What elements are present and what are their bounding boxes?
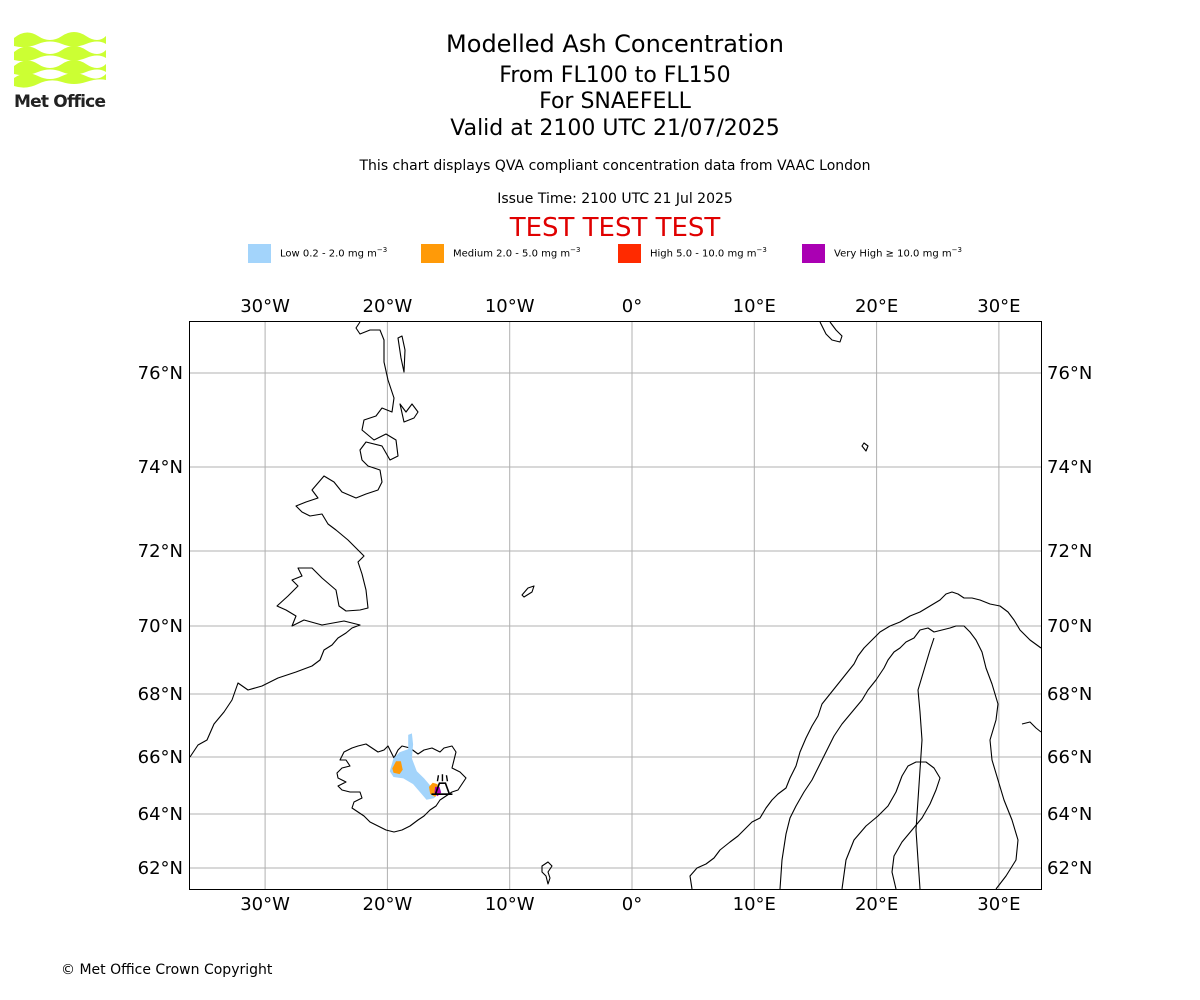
graticule (190, 322, 1041, 889)
scandinavia-border (779, 625, 1019, 890)
legend-label-very-high: Very High ≥ 10.0 mg m (834, 248, 952, 260)
legend-swatch-low (248, 244, 271, 263)
met-office-waves-icon (14, 32, 106, 88)
lat-tick-label: 70°N (138, 616, 183, 637)
legend-label-medium: Medium 2.0 - 5.0 mg m (453, 248, 571, 260)
valid-time: Valid at 2100 UTC 21/07/2025 (450, 116, 780, 141)
greenland-coast (189, 321, 399, 758)
lon-tick-label: 30°W (240, 296, 290, 317)
lon-tick-label: 0° (622, 894, 642, 915)
jan-mayen (521, 585, 535, 598)
lat-tick-label: 70°N (1047, 616, 1092, 637)
lat-tick-label: 62°N (1047, 858, 1092, 879)
greenland-inlet-1 (397, 335, 406, 373)
lon-tick-label: 10°E (733, 894, 776, 915)
lon-tick-label: 10°W (485, 894, 535, 915)
lat-tick-label: 74°N (1047, 457, 1092, 478)
lat-tick-label: 72°N (1047, 541, 1092, 562)
qva-note: This chart displays QVA compliant concen… (359, 158, 871, 174)
lat-tick-label: 66°N (1047, 747, 1092, 768)
scandinavia-coast (689, 591, 1042, 890)
legend-label-low: Low 0.2 - 2.0 mg m (280, 248, 377, 260)
lon-tick-label: 30°E (977, 296, 1020, 317)
sweden-finland-border (915, 637, 935, 890)
ash-areas (389, 733, 442, 800)
lat-tick-label: 64°N (138, 804, 183, 825)
lon-tick-label: 0° (622, 296, 642, 317)
lon-tick-label: 20°W (363, 296, 413, 317)
lat-tick-label: 74°N (138, 457, 183, 478)
lon-tick-label: 20°W (363, 894, 413, 915)
faroe-islands (541, 861, 553, 885)
map-frame (189, 321, 1042, 890)
volcano-plume-icon (436, 774, 449, 782)
lat-tick-label: 62°N (138, 858, 183, 879)
legend-swatch-medium (421, 244, 444, 263)
bear-island (861, 442, 869, 452)
lon-tick-label: 10°E (733, 296, 776, 317)
lat-tick-label: 76°N (1047, 363, 1092, 384)
logo-text: Met Office (14, 92, 106, 112)
ash-area-medium (392, 761, 403, 775)
met-office-logo: Met Office (14, 30, 106, 112)
volcano-marker (431, 774, 453, 796)
legend-label-high: High 5.0 - 10.0 mg m (650, 248, 757, 260)
iceland-coast (336, 743, 467, 833)
greenland-island-1 (399, 403, 419, 423)
lat-tick-label: 68°N (1047, 684, 1092, 705)
lat-tick-label: 72°N (138, 541, 183, 562)
kola-coast (1021, 721, 1042, 733)
svalbard-coast (819, 321, 843, 343)
test-banner: TEST TEST TEST (509, 213, 721, 243)
legend-swatch-very-high (802, 244, 825, 263)
lat-tick-label: 64°N (1047, 804, 1092, 825)
gulf-of-bothnia (841, 761, 941, 890)
lon-tick-label: 30°W (240, 894, 290, 915)
lon-tick-label: 30°E (977, 894, 1020, 915)
lat-tick-label: 66°N (138, 747, 183, 768)
lat-tick-label: 68°N (138, 684, 183, 705)
chart-title: Modelled Ash Concentration (446, 30, 784, 58)
volcano-name: For SNAEFELL (539, 89, 691, 114)
issue-time: Issue Time: 2100 UTC 21 Jul 2025 (497, 191, 733, 207)
lon-tick-label: 20°E (855, 894, 898, 915)
coastlines (189, 321, 1042, 890)
legend-swatch-high (618, 244, 641, 263)
flight-level-range: From FL100 to FL150 (499, 63, 731, 88)
copyright-notice: © Met Office Crown Copyright (61, 962, 273, 978)
lon-tick-label: 20°E (855, 296, 898, 317)
lon-tick-label: 10°W (485, 296, 535, 317)
axis-tick-labels: 30°W 30°W 20°W 20°W 10°W 10°W 0° 0° 10°E 10°E 20°E… (138, 296, 1093, 915)
lat-tick-label: 76°N (138, 363, 183, 384)
